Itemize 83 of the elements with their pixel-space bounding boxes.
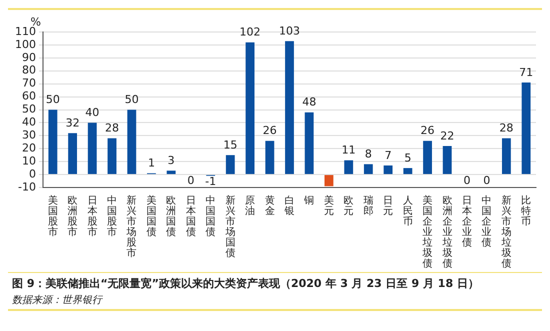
bar bbox=[265, 140, 274, 174]
x-tick-label: 中国股市 bbox=[107, 194, 118, 238]
data-label: 0 bbox=[483, 174, 490, 187]
data-label: 32 bbox=[66, 116, 80, 130]
x-tick-label: 日本股市 bbox=[87, 195, 98, 238]
bar bbox=[246, 42, 254, 174]
y-tick-label: 40 bbox=[22, 116, 36, 129]
bar bbox=[403, 168, 412, 174]
data-label: 103 bbox=[279, 24, 300, 38]
bar bbox=[522, 82, 531, 174]
data-label: 28 bbox=[105, 122, 120, 135]
bar bbox=[127, 110, 136, 174]
x-tick-label: 黄金 bbox=[264, 194, 275, 217]
x-tick-label: 美国股市 bbox=[48, 194, 58, 238]
x-tick-label: 欧元 bbox=[344, 195, 354, 217]
data-label: 0 bbox=[463, 174, 470, 187]
data-label: 15 bbox=[223, 138, 238, 152]
data-label: 71 bbox=[519, 66, 534, 79]
data-label: 1 bbox=[148, 156, 155, 170]
data-label: 7 bbox=[384, 148, 392, 162]
data-label: -1 bbox=[205, 175, 216, 188]
bar bbox=[384, 165, 393, 174]
x-tick-label: 新兴市场国债 bbox=[224, 194, 236, 259]
x-tick-label: 铜 bbox=[303, 195, 314, 206]
y-tick-label: 80 bbox=[22, 64, 36, 77]
data-label: 0 bbox=[187, 174, 194, 187]
y-tick-label: 0 bbox=[28, 167, 36, 180]
text: 图 9：美联储推出“无限量宽”政策以来的大类资产表现（2020 年 3 月 23 日至 9 月 18 日） bbox=[12, 276, 480, 291]
x-tick-label: 美国国债 bbox=[146, 194, 156, 238]
bar bbox=[88, 122, 97, 174]
x-tick-label: 新兴市场垃圾债 bbox=[500, 194, 512, 270]
data-label: 26 bbox=[420, 124, 435, 138]
y-tick-label: -10 bbox=[18, 180, 36, 194]
x-tick-label: 中国企业债 bbox=[482, 194, 492, 248]
x-tick-label: 欧洲企业垃圾债 bbox=[441, 195, 452, 270]
data-label: 28 bbox=[499, 122, 514, 135]
x-tick-label: 中国国债 bbox=[206, 194, 216, 238]
x-tick-label: 美元 bbox=[324, 194, 334, 217]
bar bbox=[285, 41, 294, 174]
data-label: 26 bbox=[262, 124, 277, 138]
x-tick-label: 原油 bbox=[245, 195, 256, 217]
data-label: 102 bbox=[240, 26, 261, 39]
y-tick-label: 20 bbox=[22, 141, 36, 154]
y-tick-label: 60 bbox=[22, 90, 36, 103]
x-tick-label: 日元 bbox=[383, 195, 394, 217]
bar bbox=[364, 164, 373, 174]
bar bbox=[324, 175, 334, 186]
y-tick-label: 50 bbox=[22, 102, 36, 116]
x-tick-label: 瑞郎 bbox=[363, 194, 374, 217]
bar bbox=[68, 133, 78, 174]
x-tick-label: 欧洲国债 bbox=[166, 195, 176, 238]
data-label: 48 bbox=[302, 96, 316, 109]
y-tick-label: 100 bbox=[14, 38, 36, 51]
source-note: 数据来源：世界银行 bbox=[12, 294, 104, 307]
bar bbox=[442, 146, 452, 174]
bar bbox=[166, 170, 176, 174]
data-label: 3 bbox=[168, 154, 175, 168]
data-label: 50 bbox=[46, 93, 60, 106]
bar bbox=[502, 138, 511, 174]
x-tick-label: 比特币 bbox=[521, 194, 532, 228]
bar bbox=[48, 110, 58, 174]
y-tick-label: 70 bbox=[22, 76, 36, 90]
data-label: 22 bbox=[440, 129, 454, 142]
bar bbox=[344, 160, 354, 174]
x-tick-label: 日本企业债 bbox=[462, 195, 472, 248]
bar bbox=[226, 155, 235, 174]
y-tick-label: 30 bbox=[22, 128, 36, 142]
data-label: 8 bbox=[364, 148, 372, 161]
y-tick-label: 10 bbox=[22, 154, 36, 168]
x-tick-label: 人民币 bbox=[402, 195, 413, 228]
data-label: 5 bbox=[404, 151, 412, 164]
x-tick-label: 美国企业垃圾债 bbox=[422, 194, 433, 270]
bar bbox=[423, 140, 432, 174]
x-tick-label: 欧洲股市 bbox=[68, 195, 78, 238]
data-label: 50 bbox=[124, 93, 139, 106]
bar bbox=[108, 138, 116, 174]
x-tick-label: 日本国债 bbox=[186, 195, 196, 238]
x-tick-label: 新兴市场股市 bbox=[126, 194, 137, 259]
bar bbox=[304, 112, 314, 174]
data-label: 40 bbox=[85, 106, 100, 120]
x-tick-label: 白银 bbox=[284, 194, 294, 217]
data-label: 11 bbox=[342, 144, 356, 157]
y-tick-label: 90 bbox=[22, 50, 36, 64]
